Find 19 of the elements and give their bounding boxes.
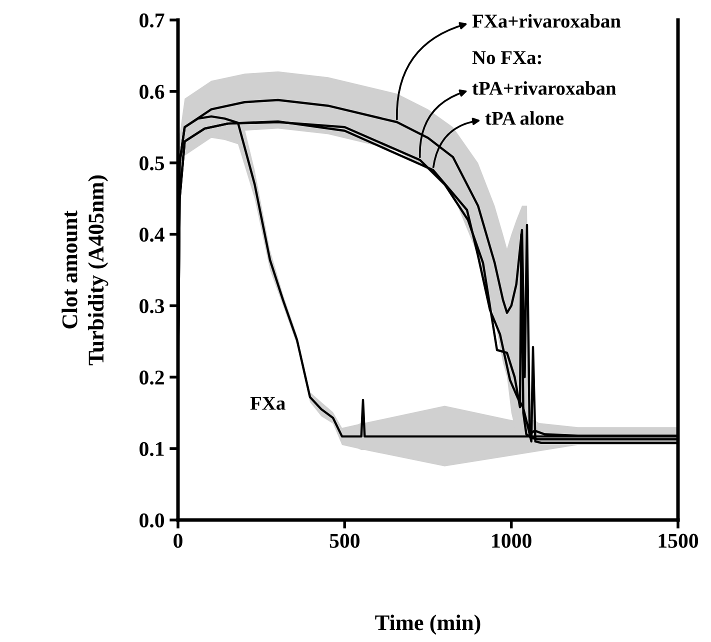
x-tick-label: 1000: [492, 534, 532, 548]
y-tick-label: 0.6: [140, 84, 164, 99]
series-label: FXa: [250, 396, 286, 410]
y-tick-label: 0.2: [140, 370, 164, 385]
y-tick-label: 0.3: [140, 299, 164, 314]
x-axis-title: Time (min): [375, 614, 480, 635]
annotation: No FXa:: [472, 51, 542, 64]
legend-label: FXa+rivaroxaban: [472, 14, 621, 28]
y-tick-label: 0.1: [140, 442, 164, 456]
y-tick-label: 0.4: [140, 228, 164, 242]
y-tick-label: 0.7: [140, 13, 164, 28]
legend-label: tPA alone: [485, 111, 564, 125]
y-axis-title: Clot amount Turbidity (A405nm): [62, 175, 108, 366]
x-tick-label: 0: [174, 534, 182, 548]
x-tick-label: 500: [330, 534, 360, 548]
legend-label: tPA+rivaroxaban: [472, 81, 616, 95]
x-tick-label: 1500: [658, 534, 698, 548]
y-tick-label: 0.0: [140, 513, 164, 528]
y-tick-label: 0.5: [140, 156, 164, 170]
